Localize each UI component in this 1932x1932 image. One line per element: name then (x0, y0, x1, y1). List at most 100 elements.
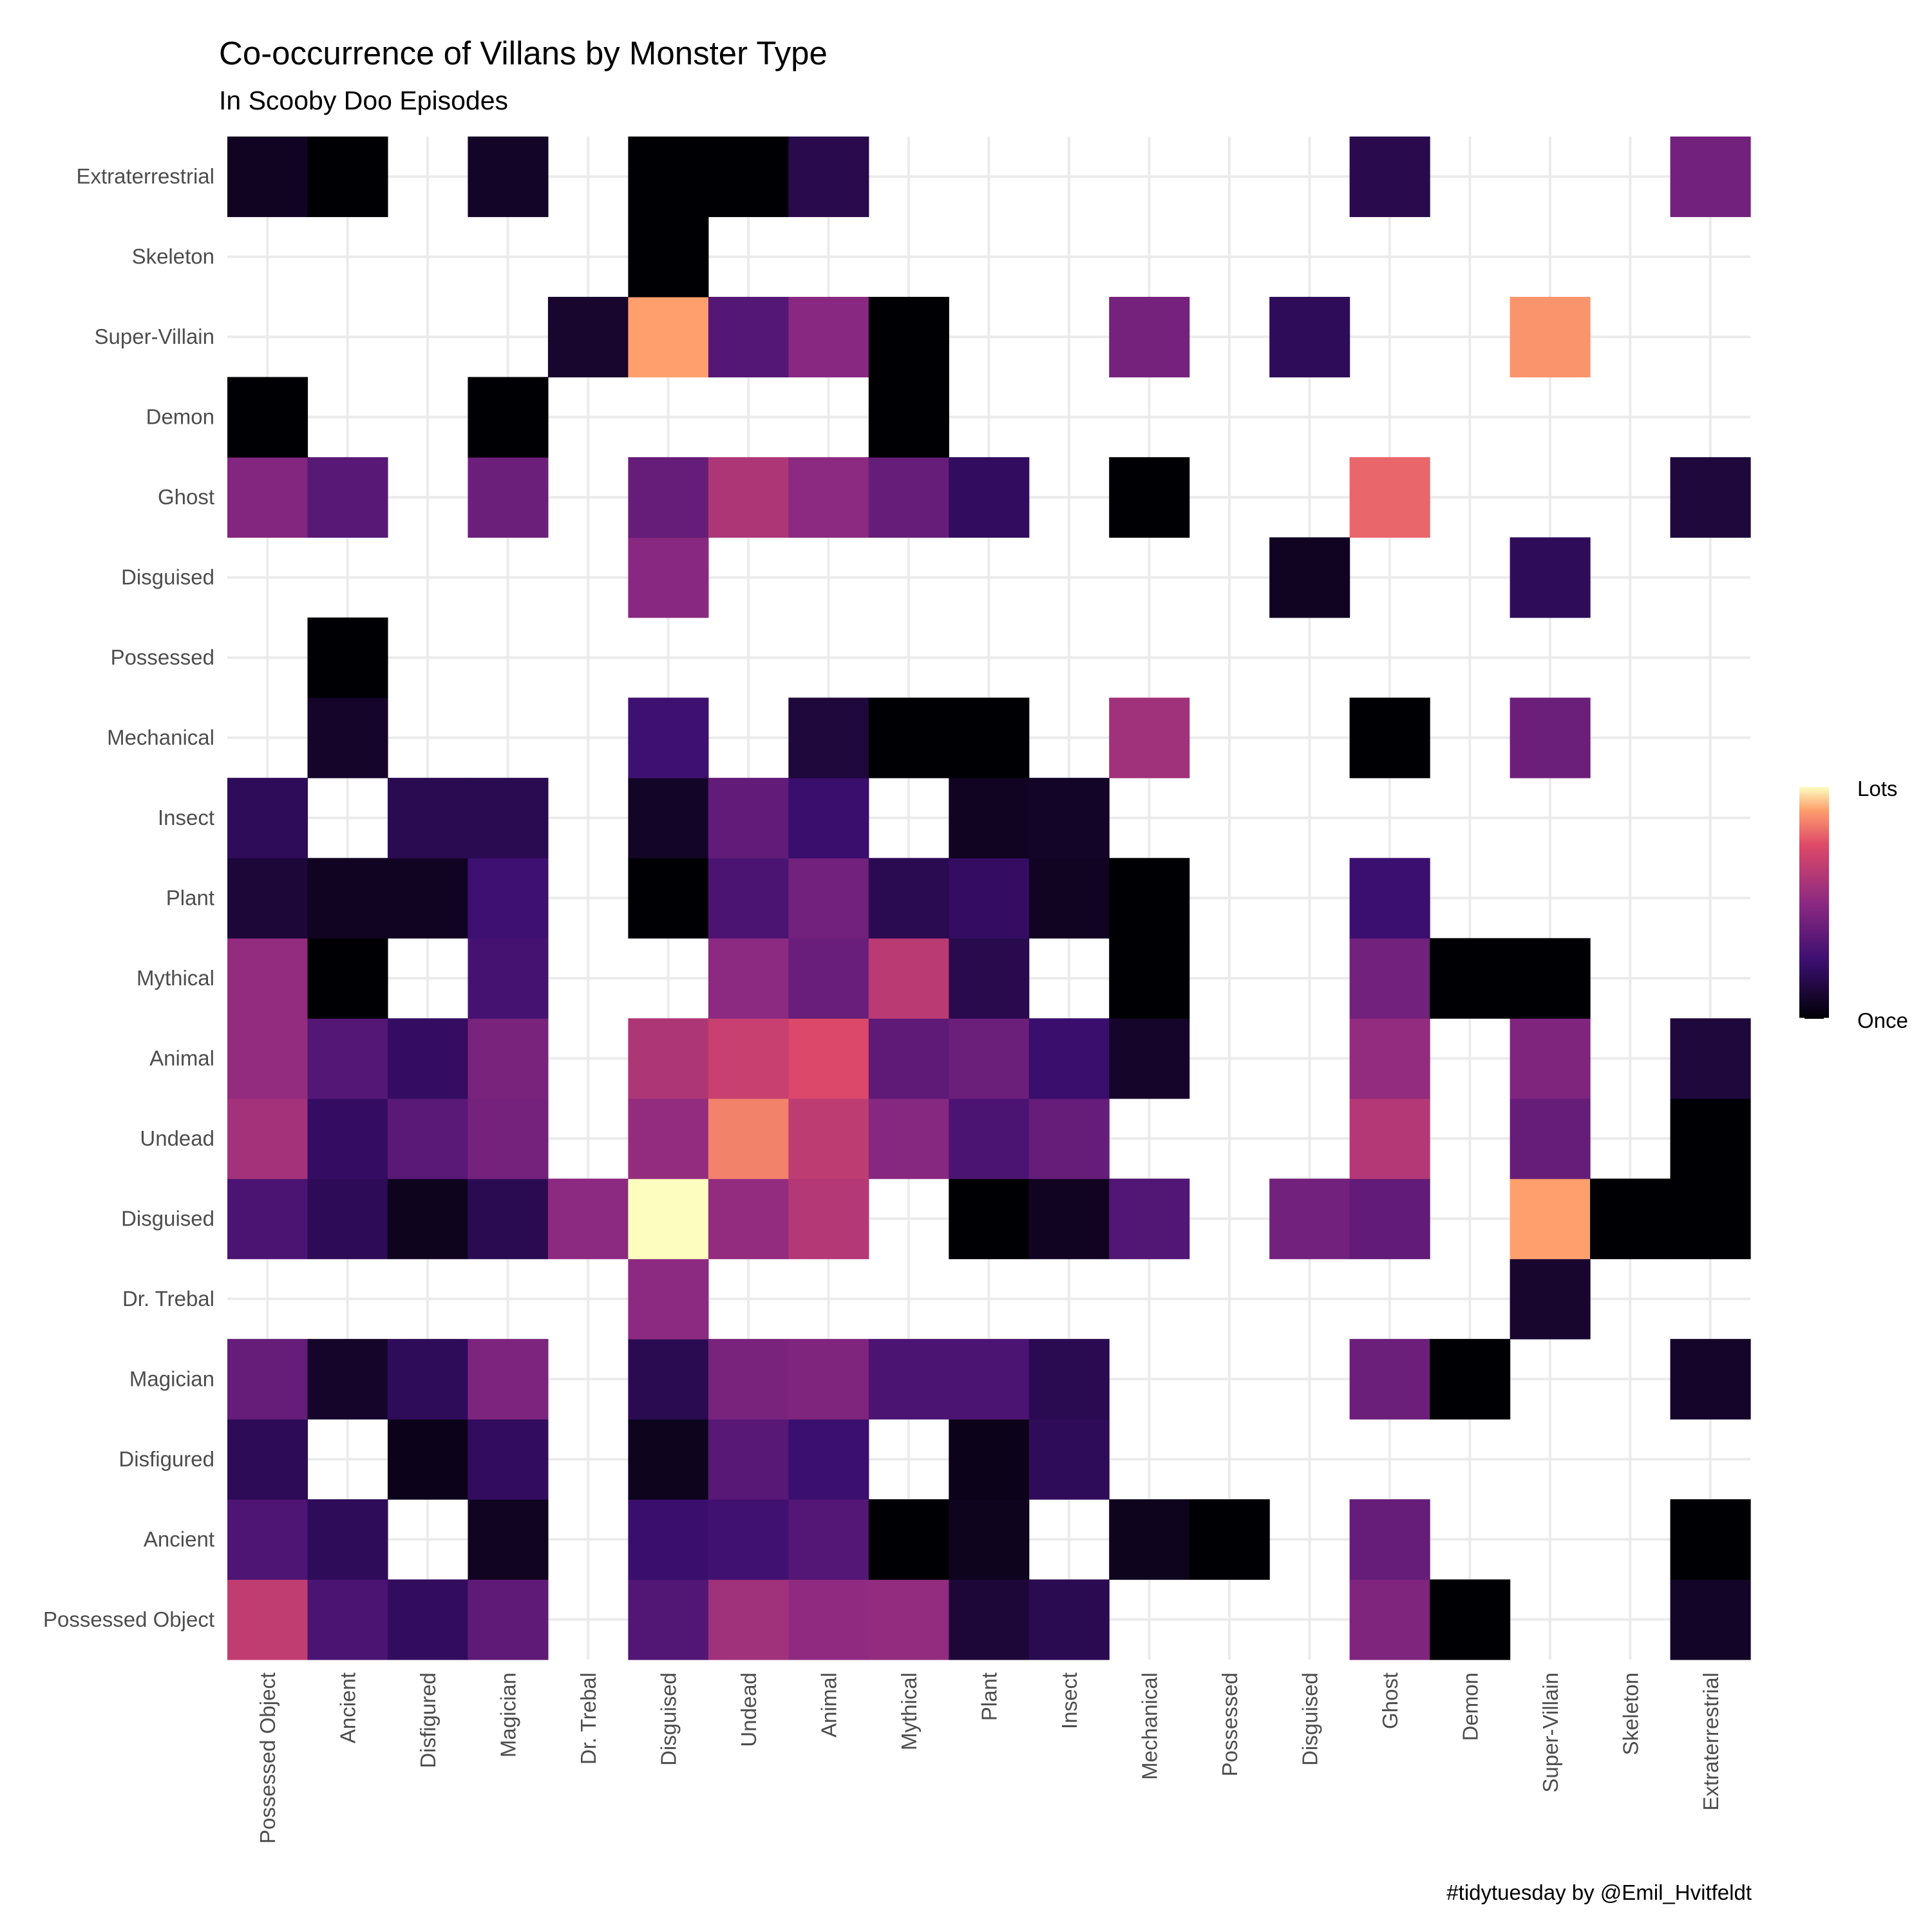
heatmap-cell (1510, 1258, 1591, 1340)
heatmap-cell (468, 137, 549, 218)
heatmap-cell (1670, 457, 1751, 538)
heatmap-cell (1109, 697, 1190, 779)
heatmap-cell (708, 1579, 789, 1660)
heatmap-cell (387, 777, 469, 858)
heatmap-cell (1670, 1339, 1751, 1420)
heatmap-cell (1349, 938, 1430, 1019)
y-tick-label: Super-Villain (95, 325, 215, 348)
heatmap-cell (628, 216, 709, 298)
heatmap-cell (949, 1018, 1030, 1099)
heatmap-cell (1510, 1018, 1591, 1099)
heatmap-cell (949, 1179, 1030, 1260)
heatmap-cell (468, 377, 549, 458)
heatmap-cell (708, 457, 789, 538)
heatmap-cell (788, 137, 869, 218)
heatmap-cell (628, 137, 709, 218)
heatmap-cell (307, 697, 388, 779)
y-axis-tick-labels: Possessed Object Ancient Disfigured Magicia… (43, 164, 214, 1631)
heatmap-cell (708, 1499, 789, 1580)
heatmap-cell (868, 1499, 949, 1580)
heatmap-cell (227, 858, 308, 939)
heatmap-cell (949, 1579, 1030, 1660)
heatmap-cell (708, 938, 789, 1019)
heatmap-cell (1670, 1579, 1751, 1660)
heatmap-cell (949, 1419, 1030, 1500)
heatmap-cell (1028, 1339, 1110, 1420)
heatmap-cell (387, 1419, 469, 1500)
heatmap-cell (949, 697, 1030, 779)
heatmap-cell (1349, 858, 1430, 939)
heatmap-cell (468, 1179, 549, 1260)
heatmap-cell (788, 938, 869, 1019)
heatmap-cell (307, 137, 388, 218)
heatmap-cell (788, 1179, 869, 1260)
legend-high-label: Lots (1857, 777, 1897, 800)
y-tick-label: Demon (146, 405, 214, 429)
chart-caption: #tidytuesday by @Emil_Hvitfeldt (1446, 1880, 1752, 1904)
heatmap-cell (628, 697, 709, 779)
y-tick-label: Extraterrestrial (76, 164, 214, 188)
x-tick-label: Animal (817, 1672, 841, 1738)
heatmap-cell (1349, 697, 1430, 779)
heatmap-cell (1349, 1579, 1430, 1660)
heatmap-cell (1510, 697, 1591, 779)
heatmap-cell (1269, 1179, 1350, 1260)
x-tick-label: Ghost (1378, 1672, 1402, 1729)
x-tick-label: Undead (737, 1672, 761, 1747)
y-tick-label: Disguised (121, 565, 214, 589)
chart-subtitle: In Scooby Doo Episodes (219, 86, 508, 115)
heatmap-cell (628, 537, 709, 618)
x-tick-label: Demon (1458, 1672, 1482, 1741)
color-legend: Lots Once (1799, 777, 1908, 1032)
heatmap-cell (628, 858, 709, 939)
heatmap-cell (868, 858, 949, 939)
x-tick-label: Disfigured (416, 1672, 440, 1768)
heatmap-cell (227, 1419, 308, 1500)
heatmap-cell (628, 1179, 709, 1260)
heatmap-cell (1670, 1179, 1751, 1260)
heatmap-cell (949, 1499, 1030, 1580)
heatmap-cell (387, 1179, 469, 1260)
heatmap-cell (868, 296, 949, 378)
y-tick-label: Undead (140, 1126, 214, 1150)
heatmap-cell (307, 1018, 388, 1099)
heatmap-cell (1510, 938, 1591, 1019)
heatmap-cell (227, 1179, 308, 1260)
heatmap-cell (949, 777, 1030, 858)
heatmap-cell (868, 457, 949, 538)
heatmap-cell (1670, 1499, 1751, 1580)
heatmap-cell (227, 457, 308, 538)
heatmap-cell (387, 1018, 469, 1099)
heatmap-cell (1430, 1579, 1511, 1660)
x-tick-label: Disguised (1298, 1672, 1321, 1766)
x-tick-label: Possessed Object (256, 1672, 279, 1844)
legend-low-label: Once (1857, 1009, 1908, 1032)
heatmap-cell (227, 1098, 308, 1179)
heatmap-cell (227, 1018, 308, 1099)
heatmap-cell (1510, 1179, 1591, 1260)
heatmap-cell (1349, 1098, 1430, 1179)
heatmap-cell (788, 858, 869, 939)
heatmap-cell (1430, 938, 1511, 1019)
heatmap-cell (788, 777, 869, 858)
heatmap-cell (1269, 296, 1350, 378)
heatmap-cell (628, 1339, 709, 1420)
heatmap-cell (868, 1098, 949, 1179)
heatmap-cell (868, 697, 949, 779)
x-tick-label: Disguised (657, 1672, 681, 1766)
heatmap-cell (868, 377, 949, 458)
heatmap-cell (387, 1339, 469, 1420)
heatmap-cell (307, 1179, 388, 1260)
heatmap-cell (788, 1579, 869, 1660)
heatmap-cell (788, 1499, 869, 1580)
y-tick-label: Plant (166, 886, 214, 910)
heatmap-cell (227, 137, 308, 218)
heatmap-cell (949, 858, 1030, 939)
heatmap-cell (1670, 137, 1751, 218)
heatmap-cell (1670, 1018, 1751, 1099)
heatmap-cell (468, 777, 549, 858)
heatmap-cell (547, 1179, 629, 1260)
heatmap-cell (1109, 1179, 1190, 1260)
heatmap-cell (1109, 457, 1190, 538)
heatmap-cell (708, 1098, 789, 1179)
